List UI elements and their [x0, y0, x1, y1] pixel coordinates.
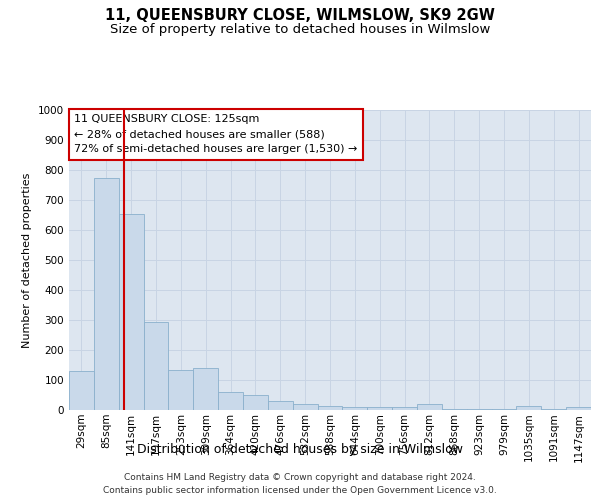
- Bar: [169, 370, 193, 410]
- Text: 11 QUEENSBURY CLOSE: 125sqm
← 28% of detached houses are smaller (588)
72% of se: 11 QUEENSBURY CLOSE: 125sqm ← 28% of det…: [74, 114, 358, 154]
- Bar: [218, 392, 243, 410]
- Bar: [367, 407, 392, 410]
- Text: Size of property relative to detached houses in Wilmslow: Size of property relative to detached ho…: [110, 22, 490, 36]
- Bar: [143, 322, 169, 410]
- Bar: [293, 404, 317, 410]
- Bar: [491, 408, 517, 410]
- Y-axis label: Number of detached properties: Number of detached properties: [22, 172, 32, 348]
- Bar: [392, 407, 417, 410]
- Bar: [193, 368, 218, 410]
- Bar: [417, 404, 442, 410]
- Text: Contains HM Land Registry data © Crown copyright and database right 2024.
Contai: Contains HM Land Registry data © Crown c…: [103, 474, 497, 495]
- Bar: [94, 178, 119, 410]
- Text: 11, QUEENSBURY CLOSE, WILMSLOW, SK9 2GW: 11, QUEENSBURY CLOSE, WILMSLOW, SK9 2GW: [105, 8, 495, 22]
- Bar: [317, 406, 343, 410]
- Bar: [119, 214, 143, 410]
- Bar: [541, 408, 566, 410]
- Bar: [69, 371, 94, 410]
- Bar: [566, 407, 591, 410]
- Bar: [517, 406, 541, 410]
- Text: Distribution of detached houses by size in Wilmslow: Distribution of detached houses by size …: [137, 442, 463, 456]
- Bar: [343, 407, 367, 410]
- Bar: [268, 401, 293, 410]
- Bar: [442, 408, 467, 410]
- Bar: [243, 395, 268, 410]
- Bar: [467, 408, 491, 410]
